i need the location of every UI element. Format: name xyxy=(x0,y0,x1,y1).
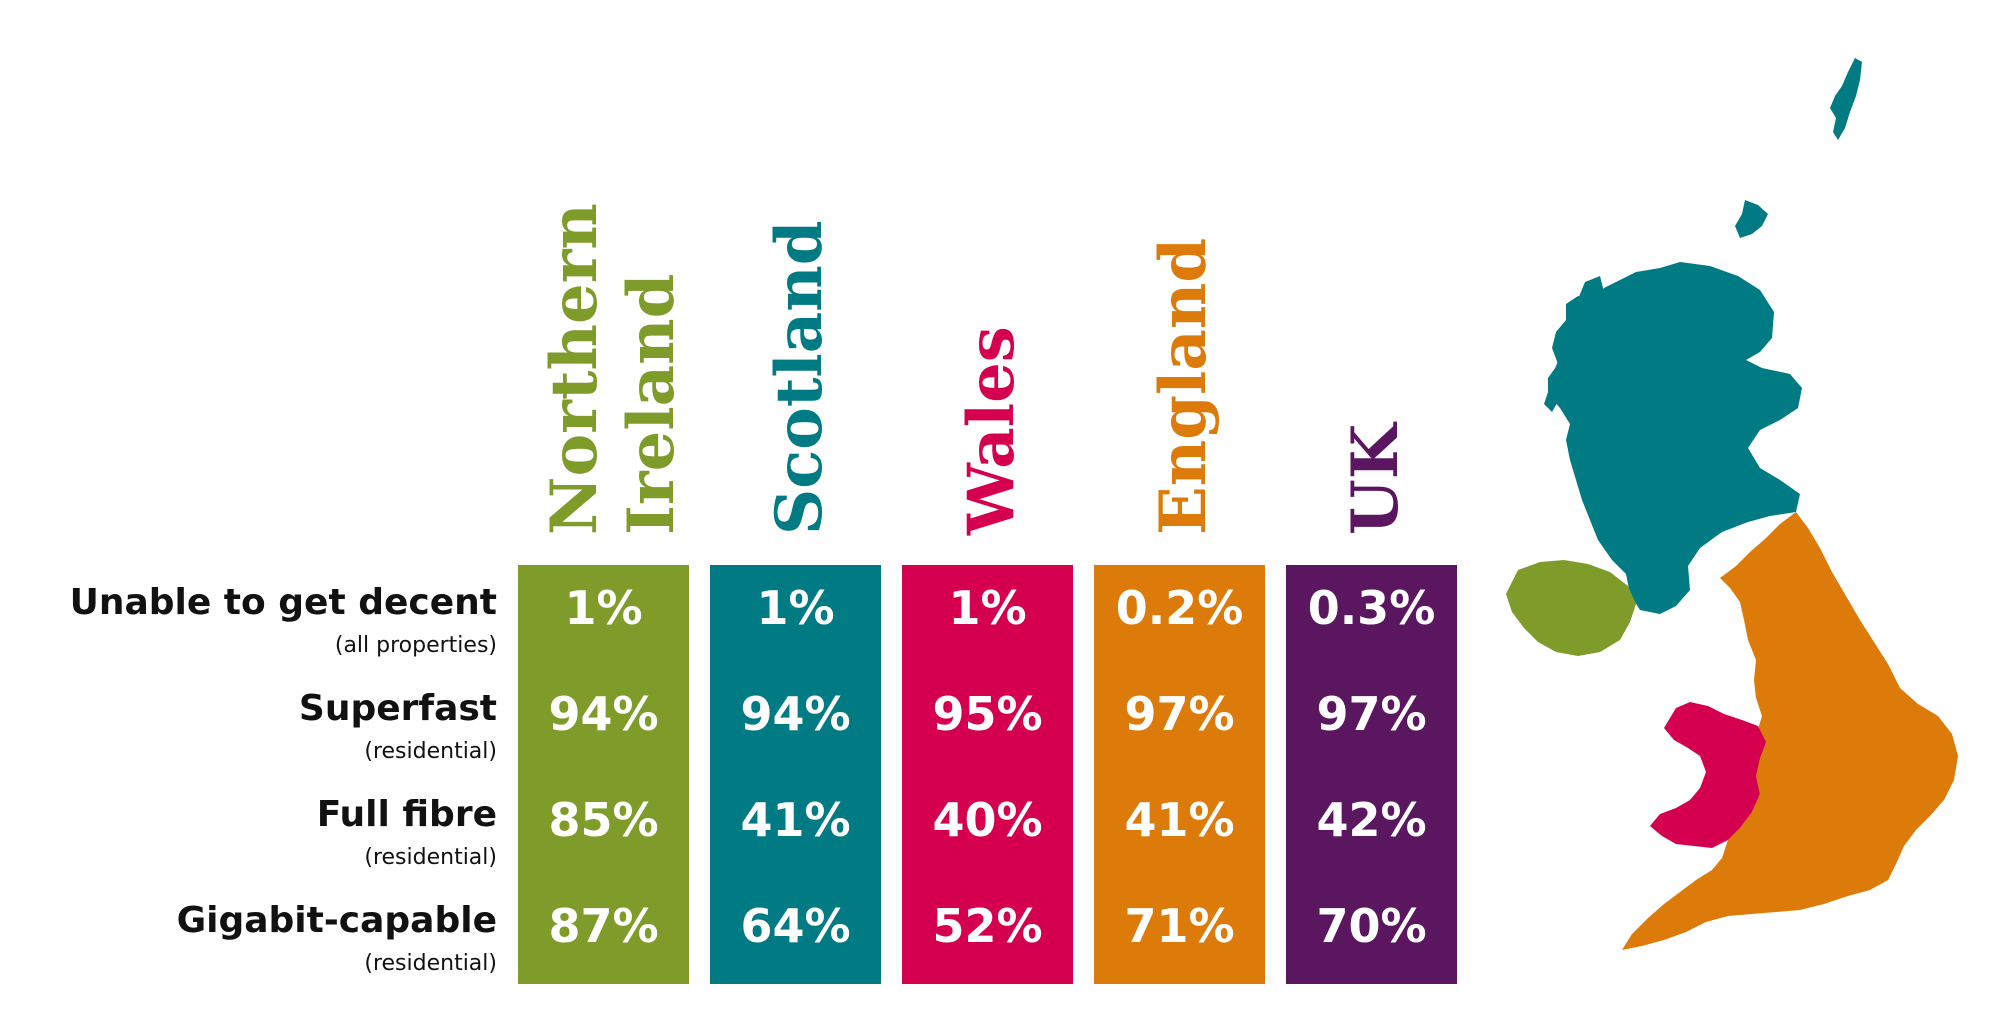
map-region-england xyxy=(1622,512,1958,950)
row-label-full-fibre-main: Full fibre xyxy=(316,794,497,835)
map-region-wales xyxy=(1650,702,1766,848)
cell-scotland-unable: 1% xyxy=(756,581,835,635)
column-wales: 1% 95% 40% 52% xyxy=(902,565,1073,984)
row-label-superfast-sub: (residential) xyxy=(364,739,497,764)
cell-scotland-gigabit: 64% xyxy=(740,899,851,953)
cell-ni-full-fibre: 85% xyxy=(548,793,659,847)
row-label-full-fibre: Full fibre (residential) xyxy=(317,797,497,869)
row-label-gigabit-main: Gigabit-capable xyxy=(176,900,497,941)
row-label-superfast: Superfast (residential) xyxy=(299,691,497,763)
row-label-gigabit: Gigabit-capable (residential) xyxy=(177,903,497,975)
column-northern-ireland: 1% 94% 85% 87% xyxy=(518,565,689,984)
cell-wales-full-fibre: 40% xyxy=(932,793,1043,847)
cell-england-unable: 0.2% xyxy=(1115,581,1244,635)
map-region-shetland xyxy=(1830,58,1862,140)
row-label-gigabit-sub: (residential) xyxy=(364,951,497,976)
map-region-northern-ireland xyxy=(1506,560,1636,656)
row-label-unable: Unable to get decent (all properties) xyxy=(70,585,497,657)
row-label-unable-main: Unable to get decent xyxy=(69,582,497,623)
column-scotland: 1% 94% 41% 64% xyxy=(710,565,881,984)
cell-uk-unable: 0.3% xyxy=(1307,581,1436,635)
row-label-superfast-main: Superfast xyxy=(298,688,497,729)
cell-scotland-superfast: 94% xyxy=(740,687,851,741)
column-uk: 0.3% 97% 42% 70% xyxy=(1286,565,1457,984)
cell-ni-unable: 1% xyxy=(564,581,643,635)
column-england: 0.2% 97% 41% 71% xyxy=(1094,565,1265,984)
cell-scotland-full-fibre: 41% xyxy=(740,793,851,847)
cell-uk-full-fibre: 42% xyxy=(1316,793,1427,847)
cell-wales-superfast: 95% xyxy=(932,687,1043,741)
cell-england-full-fibre: 41% xyxy=(1124,793,1235,847)
cell-england-gigabit: 71% xyxy=(1124,899,1235,953)
row-label-unable-sub: (all properties) xyxy=(334,633,497,658)
cell-wales-unable: 1% xyxy=(948,581,1027,635)
map-region-scotland xyxy=(1548,262,1802,614)
cell-uk-superfast: 97% xyxy=(1316,687,1427,741)
cell-ni-gigabit: 87% xyxy=(548,899,659,953)
map-region-orkney xyxy=(1735,200,1768,238)
map-region-western-isles xyxy=(1544,276,1604,412)
cell-ni-superfast: 94% xyxy=(548,687,659,741)
cell-uk-gigabit: 70% xyxy=(1316,899,1427,953)
row-label-full-fibre-sub: (residential) xyxy=(364,845,497,870)
cell-england-superfast: 97% xyxy=(1124,687,1235,741)
cell-wales-gigabit: 52% xyxy=(932,899,1043,953)
